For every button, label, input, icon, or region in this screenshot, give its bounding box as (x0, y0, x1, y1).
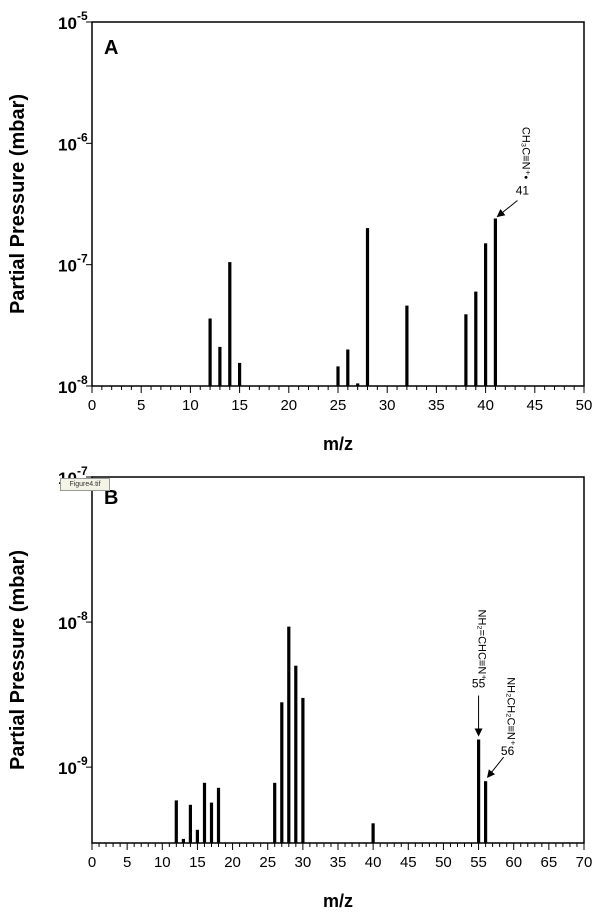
annotation-formula-55: NH₂=CHC≡N⁺ (476, 610, 488, 681)
x-tick-label-40: 40 (477, 397, 494, 414)
y-tick-label-1e-8: 10 (58, 614, 77, 633)
y-tick-label-1e-6: 10 (58, 135, 77, 154)
x-tick-label-65: 65 (541, 854, 558, 871)
x-tick-label-20: 20 (224, 854, 241, 871)
bar-mz-27 (280, 702, 284, 843)
annotation-mz-55: 55 (472, 677, 486, 691)
x-tick-label-70: 70 (576, 854, 593, 871)
chart-panel-b: B Partial Pressure (mbar) m/z 0 5 10 15 20 25… (7, 464, 592, 911)
x-axis-label-a: m/z (323, 434, 353, 454)
bar-mz-27 (356, 383, 360, 386)
x-tick-label-5: 5 (137, 397, 145, 414)
x-tick-label-55: 55 (470, 854, 487, 871)
y-tick-exponent--9: -9 (77, 754, 88, 768)
bar-mz-26 (346, 349, 350, 386)
bar-mz-25 (336, 366, 340, 386)
bar-mz-39 (474, 291, 478, 386)
bar-mz-18 (216, 787, 221, 843)
x-tick-label-40: 40 (365, 854, 382, 871)
bar-mz-28 (287, 626, 291, 843)
bar-mz-38 (464, 314, 468, 386)
plot-frame-b (91, 476, 585, 844)
x-tick-label-25: 25 (259, 854, 276, 871)
x-tick-label-30: 30 (295, 854, 312, 871)
y-tick-exponent--7: -7 (77, 464, 88, 478)
y-tick-exponent--8: -8 (77, 373, 88, 387)
x-tick-label-15: 15 (189, 854, 206, 871)
x-tick-label-15: 15 (231, 397, 248, 414)
bar-mz-15 (238, 362, 242, 386)
bar-mz-56 (484, 781, 488, 843)
bar-mz-41 (493, 218, 497, 386)
bar-mz-15 (195, 829, 199, 843)
x-tick-label-30: 30 (379, 397, 396, 414)
bar-mz-13 (181, 838, 185, 843)
chart-panel-a: A Partial Pressure (mbar) m/z 0 5 10 15 20 25… (7, 9, 592, 454)
bar-mz-12 (208, 318, 212, 386)
bar-mz-40 (484, 243, 488, 386)
bar-mz-30 (301, 697, 305, 843)
x-tick-label-10: 10 (182, 397, 199, 414)
x-tick-label-0: 0 (88, 397, 96, 414)
x-tick-label-35: 35 (428, 397, 445, 414)
bar-mz-28 (365, 228, 370, 386)
bar-mz-55 (477, 739, 481, 843)
x-tick-label-20: 20 (280, 397, 297, 414)
panel-label-b: B (104, 487, 118, 509)
x-tick-label-45: 45 (400, 854, 417, 871)
y-tick-exponent--7: -7 (77, 252, 88, 266)
x-axis-label-b: m/z (323, 891, 353, 911)
bar-mz-26 (273, 782, 277, 843)
bar-mz-14 (188, 804, 192, 843)
x-tick-label-45: 45 (526, 397, 543, 414)
x-tick-label-25: 25 (330, 397, 347, 414)
bar-mz-40 (371, 823, 375, 843)
annotation-formula-56: NH₂CH₂C≡N⁺ (505, 677, 517, 746)
y-tick-label-1e-5: 10 (58, 14, 77, 33)
plot-frame-a (91, 21, 585, 387)
bar-mz-32 (405, 305, 409, 386)
bar-mz-17 (209, 802, 214, 843)
annotation-mz-56: 56 (501, 744, 515, 758)
file-name-tag: Figure4.tif (60, 478, 110, 491)
x-tick-label-0: 0 (88, 854, 96, 871)
x-tick-label-60: 60 (505, 854, 522, 871)
annotation-arrow-41 (496, 200, 518, 218)
y-tick-label-1e-7: 10 (58, 257, 77, 276)
bar-mz-16 (202, 782, 207, 843)
bar-mz-14 (228, 262, 232, 386)
bar-mz-13 (218, 346, 222, 386)
x-tick-label-50: 50 (435, 854, 452, 871)
y-tick-label-1e-9: 10 (58, 759, 77, 778)
y-tick-exponent--6: -6 (77, 130, 88, 144)
y-tick-exponent--5: -5 (77, 9, 88, 23)
y-tick-label-1e-8: 10 (58, 378, 77, 397)
x-tick-label-10: 10 (154, 854, 171, 871)
panel-label-a: A (104, 37, 118, 59)
annotation-formula-41: CH₃C≡N⁺• (519, 127, 531, 179)
y-tick-exponent--8: -8 (77, 609, 88, 623)
y-axis-label-b: Partial Pressure (mbar) (7, 550, 29, 770)
x-tick-label-5: 5 (123, 854, 131, 871)
y-axis-label-a: Partial Pressure (mbar) (7, 94, 29, 314)
bar-mz-12 (174, 800, 178, 843)
annotation-arrow-56 (486, 756, 504, 778)
x-tick-label-35: 35 (330, 854, 347, 871)
annotation-mz-41: 41 (516, 184, 530, 198)
bar-mz-29 (294, 665, 298, 843)
x-tick-label-50: 50 (576, 397, 593, 414)
